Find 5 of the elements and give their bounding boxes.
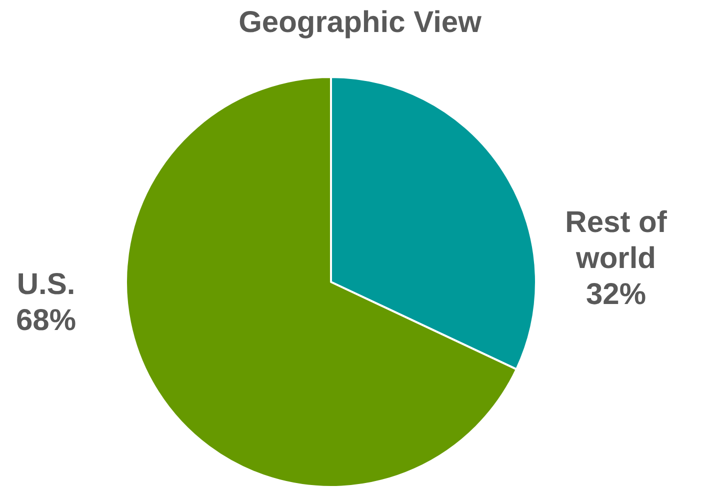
slice-label: Rest of world: [565, 206, 668, 275]
slice-label: U.S.: [16, 268, 76, 301]
chart-title: Geographic View: [238, 6, 482, 39]
data-label: 32%: [586, 278, 646, 311]
data-label: 68%: [16, 304, 76, 337]
